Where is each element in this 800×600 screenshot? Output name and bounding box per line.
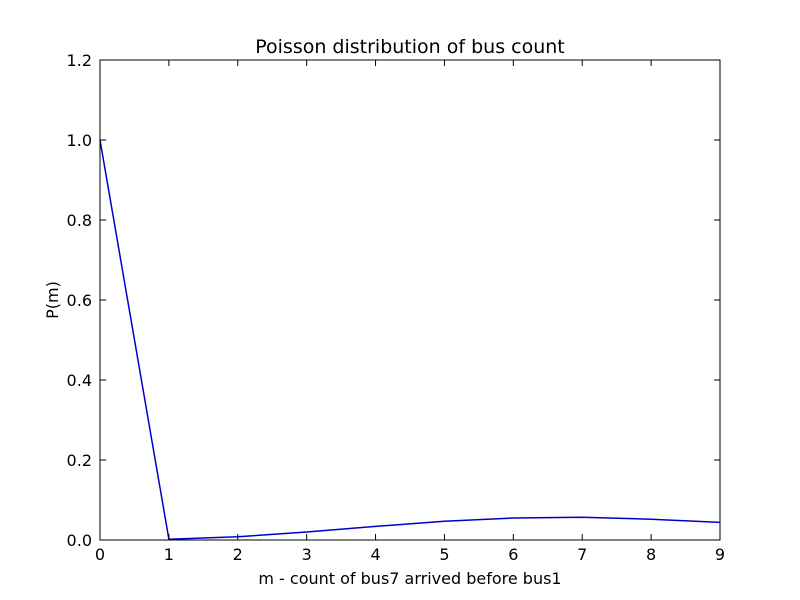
- y-tick-label: 1.2: [67, 51, 92, 70]
- x-tick-label: 6: [508, 545, 518, 564]
- y-tick-label: 0.8: [67, 211, 92, 230]
- x-tick-label: 9: [715, 545, 725, 564]
- y-tick-label: 0.4: [67, 371, 92, 390]
- x-axis-label: m - count of bus7 arrived before bus1: [258, 569, 561, 588]
- series-layer: [99, 139, 721, 540]
- y-tick-label: 0.0: [67, 531, 92, 550]
- chart-title: Poisson distribution of bus count: [255, 36, 565, 58]
- y-axis-label: P(m): [43, 281, 62, 319]
- y-tick-label: 1.0: [67, 131, 92, 150]
- y-tick-label: 0.6: [67, 291, 92, 310]
- x-tick-label: 8: [646, 545, 656, 564]
- ticks-layer: 0 1 2 3 4 5 6 7 8 9 0.0 0.2 0.4 0.6 0.8 1.0 1.2: [67, 51, 726, 564]
- series-line-0: [99, 139, 721, 540]
- x-tick-label: 1: [164, 545, 174, 564]
- x-tick-label: 2: [233, 545, 243, 564]
- plot-frame: [99, 59, 721, 541]
- x-tick-label: 4: [370, 545, 380, 564]
- x-tick-label: 7: [577, 545, 587, 564]
- x-tick-label: 3: [302, 545, 312, 564]
- x-tick-label: 0: [95, 545, 105, 564]
- y-tick-label: 0.2: [67, 451, 92, 470]
- x-tick-label: 5: [439, 545, 449, 564]
